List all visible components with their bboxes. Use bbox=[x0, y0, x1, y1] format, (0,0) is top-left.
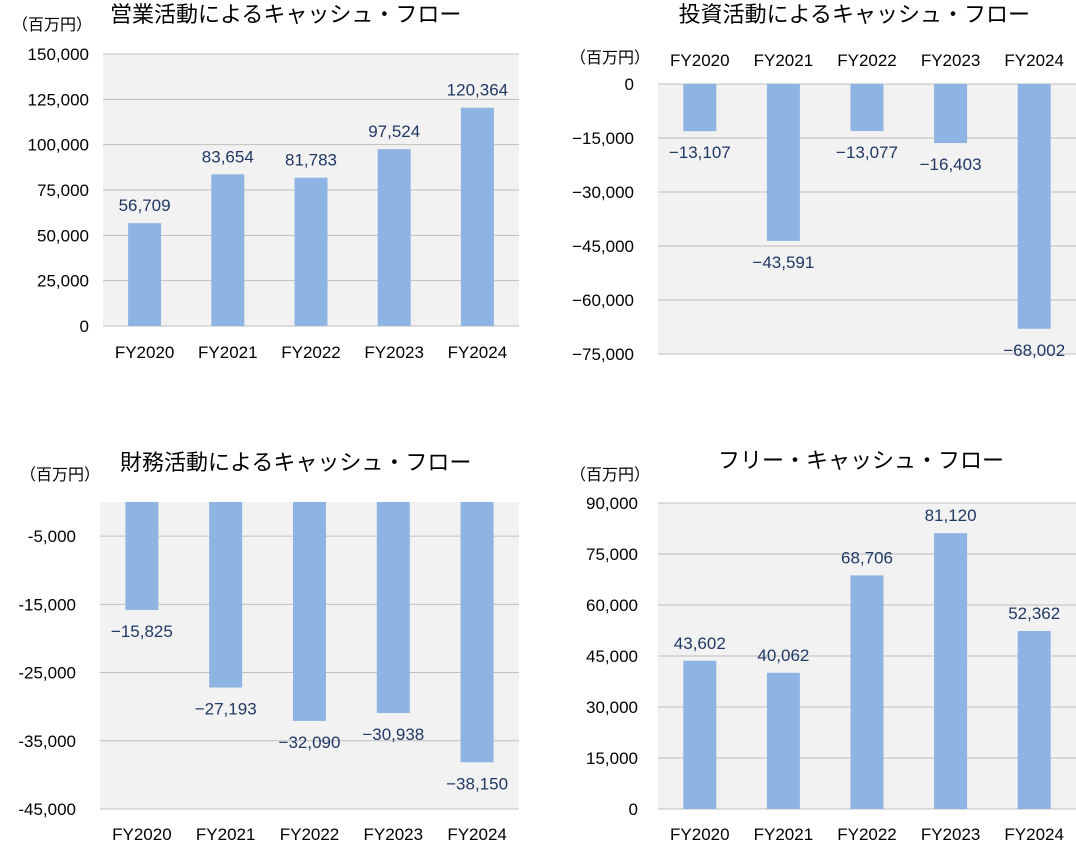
data-label: 81,783 bbox=[285, 151, 337, 170]
data-label: 52,362 bbox=[1008, 604, 1060, 623]
y-tick-label: -25,000 bbox=[18, 664, 76, 683]
data-label: 68,706 bbox=[841, 548, 893, 567]
bar-fy2020 bbox=[683, 660, 717, 809]
unit-label: （百万円） bbox=[20, 466, 100, 484]
chart-3: 財務活動によるキャッシュ・フロー （百万円） -5,000 -15,000 -25,00… bbox=[18, 450, 519, 844]
y-tick-label: 75,000 bbox=[37, 181, 89, 200]
bar-fy2024 bbox=[1017, 84, 1051, 329]
bar-fy2023 bbox=[934, 533, 968, 809]
x-category-label: FY2023 bbox=[921, 825, 981, 844]
y-tick-label: −30,000 bbox=[572, 183, 634, 202]
data-label: 97,524 bbox=[368, 122, 420, 141]
chart-title: 営業活動によるキャッシュ・フロー bbox=[110, 2, 461, 27]
y-tick-label: −45,000 bbox=[572, 237, 634, 256]
bar-fy2024 bbox=[1017, 630, 1051, 809]
y-tick-label: 125,000 bbox=[28, 90, 89, 109]
bar-fy2024 bbox=[460, 107, 494, 326]
y-tick-label: -5,000 bbox=[28, 527, 76, 546]
y-tick-label: 0 bbox=[80, 317, 89, 336]
chart-2: 投資活動によるキャッシュ・フロー （百万円） 0 −15,000 −30,000 −45,… bbox=[570, 2, 1076, 364]
bar-fy2023 bbox=[934, 84, 968, 144]
y-tick-label: −60,000 bbox=[572, 291, 634, 310]
unit-label: （百万円） bbox=[12, 16, 92, 34]
bar-fy2022 bbox=[294, 177, 328, 326]
bar-fy2022 bbox=[293, 502, 326, 721]
y-tick-label: 0 bbox=[625, 75, 634, 94]
y-tick-label: 15,000 bbox=[586, 749, 638, 768]
x-category-label: FY2024 bbox=[1004, 825, 1064, 844]
data-label: 56,709 bbox=[119, 196, 171, 215]
x-category-label: FY2024 bbox=[448, 343, 508, 362]
data-label: −68,002 bbox=[1003, 341, 1065, 360]
y-tick-label: −75,000 bbox=[572, 345, 634, 364]
x-category-label: FY2020 bbox=[112, 825, 172, 844]
x-category-label: FY2021 bbox=[196, 825, 256, 844]
y-tick-label: 100,000 bbox=[28, 136, 89, 155]
bar-fy2021 bbox=[766, 672, 800, 809]
y-tick-label: −15,000 bbox=[572, 129, 634, 148]
data-label: 120,364 bbox=[447, 81, 508, 100]
bar-fy2021 bbox=[211, 174, 245, 326]
unit-label: （百万円） bbox=[570, 49, 650, 67]
y-tick-label: 90,000 bbox=[586, 494, 638, 513]
chart-title: 投資活動によるキャッシュ・フロー bbox=[679, 2, 1030, 27]
x-category-label: FY2021 bbox=[754, 51, 814, 70]
x-category-label: FY2021 bbox=[198, 343, 258, 362]
bar-fy2020 bbox=[125, 502, 159, 610]
x-category-label: FY2020 bbox=[670, 825, 730, 844]
y-tick-label: 25,000 bbox=[37, 272, 89, 291]
data-label: −32,090 bbox=[279, 733, 341, 752]
y-tick-label: 45,000 bbox=[586, 647, 638, 666]
bar-fy2020 bbox=[683, 84, 717, 132]
data-label: 81,120 bbox=[925, 506, 977, 525]
chart-4: フリー・キャッシュ・フロー （百万円） 0 15,000 30,000 45,000 60,… bbox=[570, 448, 1076, 844]
data-label: −27,193 bbox=[195, 700, 257, 719]
data-label: −38,150 bbox=[446, 774, 508, 793]
y-tick-label: 150,000 bbox=[28, 45, 89, 64]
y-tick-label: 0 bbox=[629, 800, 638, 819]
bar-fy2024 bbox=[460, 502, 494, 763]
x-category-label: FY2024 bbox=[1004, 51, 1064, 70]
x-category-label: FY2020 bbox=[115, 343, 175, 362]
chart-1: 営業活動によるキャッシュ・フロー （百万円） 0 25,000 50,000 75,000… bbox=[12, 2, 519, 362]
y-tick-label: 75,000 bbox=[586, 545, 638, 564]
bar-fy2022 bbox=[850, 575, 884, 809]
data-label: −13,107 bbox=[669, 143, 731, 162]
y-tick-label: -45,000 bbox=[18, 800, 76, 819]
y-tick-label: -35,000 bbox=[18, 732, 76, 751]
data-label: 43,602 bbox=[674, 634, 726, 653]
data-label: 40,062 bbox=[757, 646, 809, 665]
data-label: −13,077 bbox=[836, 143, 898, 162]
data-label: 83,654 bbox=[202, 147, 254, 166]
data-label: −43,591 bbox=[752, 253, 814, 272]
unit-label: （百万円） bbox=[570, 466, 650, 484]
x-category-label: FY2020 bbox=[670, 51, 730, 70]
x-category-label: FY2023 bbox=[921, 51, 981, 70]
data-label: −16,403 bbox=[920, 155, 982, 174]
x-category-label: FY2024 bbox=[447, 825, 507, 844]
y-tick-label: 30,000 bbox=[586, 698, 638, 717]
data-label: −30,938 bbox=[362, 725, 424, 744]
y-tick-label: 50,000 bbox=[37, 226, 89, 245]
x-category-label: FY2021 bbox=[754, 825, 814, 844]
bar-fy2021 bbox=[209, 502, 243, 688]
y-tick-label: -15,000 bbox=[18, 595, 76, 614]
bar-fy2020 bbox=[128, 223, 162, 326]
chart-title: フリー・キャッシュ・フロー bbox=[718, 448, 1004, 473]
x-category-label: FY2022 bbox=[281, 343, 341, 362]
x-category-label: FY2022 bbox=[837, 51, 897, 70]
bar-fy2021 bbox=[766, 84, 800, 241]
bar-fy2023 bbox=[377, 149, 411, 326]
x-category-label: FY2022 bbox=[280, 825, 340, 844]
x-category-label: FY2023 bbox=[364, 825, 424, 844]
bar-fy2022 bbox=[850, 84, 884, 132]
x-category-label: FY2023 bbox=[364, 343, 424, 362]
chart-title: 財務活動によるキャッシュ・フロー bbox=[120, 450, 471, 475]
bar-fy2023 bbox=[376, 502, 410, 714]
x-category-label: FY2022 bbox=[837, 825, 897, 844]
y-tick-label: 60,000 bbox=[586, 596, 638, 615]
data-label: −15,825 bbox=[111, 622, 173, 641]
